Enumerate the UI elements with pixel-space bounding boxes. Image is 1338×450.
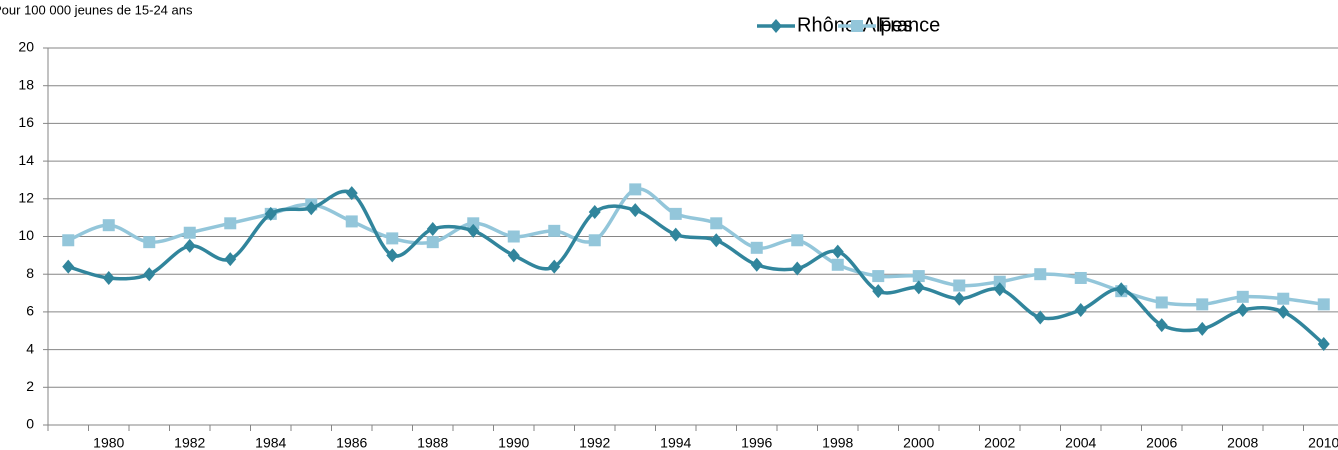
y-tick-label: 0 bbox=[26, 416, 34, 432]
data-point bbox=[1115, 282, 1128, 297]
y-tick-label: 2 bbox=[26, 378, 34, 394]
data-point bbox=[1317, 336, 1330, 351]
y-tick-label: 18 bbox=[18, 76, 34, 92]
y-tick-label: 20 bbox=[18, 39, 34, 55]
data-point bbox=[629, 183, 642, 196]
data-point bbox=[831, 244, 844, 259]
x-tick-label: 1984 bbox=[255, 435, 286, 450]
data-point bbox=[953, 279, 966, 292]
x-tick-label: 2000 bbox=[903, 435, 934, 450]
data-point bbox=[750, 257, 763, 272]
data-point bbox=[1277, 304, 1290, 319]
x-tick-label: 2008 bbox=[1227, 435, 1258, 450]
data-point bbox=[953, 291, 966, 306]
data-point bbox=[264, 206, 277, 221]
data-point bbox=[507, 248, 520, 263]
x-tick-label: 1988 bbox=[417, 435, 448, 450]
data-point bbox=[912, 270, 925, 283]
data-point bbox=[224, 252, 237, 267]
data-point bbox=[993, 275, 1006, 288]
data-point bbox=[710, 233, 723, 248]
data-point bbox=[1155, 318, 1168, 333]
x-tick-label: 2002 bbox=[984, 435, 1015, 450]
data-point bbox=[386, 232, 399, 245]
data-point bbox=[548, 259, 561, 274]
data-point bbox=[791, 261, 804, 276]
x-tick-label: 2010 bbox=[1308, 435, 1338, 450]
data-point bbox=[548, 224, 561, 237]
data-point bbox=[143, 236, 156, 249]
data-point bbox=[912, 280, 925, 295]
data-point bbox=[1236, 290, 1249, 303]
data-point bbox=[1196, 321, 1209, 336]
data-point bbox=[467, 217, 480, 230]
x-tick-label: 1980 bbox=[93, 435, 124, 450]
data-point bbox=[831, 258, 844, 271]
data-point bbox=[750, 241, 763, 254]
data-point bbox=[1034, 310, 1047, 325]
data-point bbox=[224, 217, 237, 230]
x-tick-label: 2006 bbox=[1146, 435, 1177, 450]
x-tick-label: 1982 bbox=[174, 435, 205, 450]
data-point bbox=[993, 282, 1006, 297]
data-point bbox=[588, 204, 601, 219]
data-point bbox=[872, 284, 885, 299]
data-point bbox=[588, 234, 601, 247]
legend-marker bbox=[770, 19, 782, 33]
y-tick-label: 6 bbox=[26, 303, 34, 319]
data-point bbox=[1034, 268, 1047, 281]
data-point bbox=[426, 236, 439, 249]
series-line bbox=[67, 189, 1325, 346]
x-tick-label: 1994 bbox=[660, 435, 691, 450]
data-point bbox=[669, 227, 682, 242]
data-point bbox=[62, 259, 75, 274]
y-axis-label: Pour 100 000 jeunes de 15-24 ans bbox=[0, 2, 193, 17]
data-point bbox=[143, 267, 156, 282]
y-tick-label: 16 bbox=[18, 114, 34, 130]
data-point bbox=[1317, 298, 1330, 311]
data-point bbox=[183, 238, 196, 253]
x-tick-label: 2004 bbox=[1065, 435, 1096, 450]
data-point bbox=[669, 207, 682, 220]
y-tick-label: 14 bbox=[18, 152, 34, 168]
data-point bbox=[1196, 298, 1209, 311]
data-point bbox=[1277, 292, 1290, 305]
data-point bbox=[62, 234, 75, 247]
data-point bbox=[629, 203, 642, 218]
data-point bbox=[1236, 303, 1249, 318]
x-tick-label: 1996 bbox=[741, 435, 772, 450]
x-tick-label: 1986 bbox=[336, 435, 367, 450]
data-point bbox=[345, 215, 358, 228]
data-point bbox=[1074, 303, 1087, 318]
data-point bbox=[426, 221, 439, 236]
data-point bbox=[102, 270, 115, 285]
data-point bbox=[710, 217, 723, 230]
x-tick-label: 1998 bbox=[822, 435, 853, 450]
series-line bbox=[67, 187, 1324, 307]
data-point bbox=[102, 219, 115, 232]
data-point bbox=[507, 230, 520, 243]
data-point bbox=[345, 186, 358, 201]
data-point bbox=[1155, 296, 1168, 309]
data-point bbox=[183, 226, 196, 239]
x-tick-label: 1992 bbox=[579, 435, 610, 450]
y-tick-label: 4 bbox=[26, 340, 34, 356]
x-tick-label: 1990 bbox=[498, 435, 529, 450]
y-tick-label: 12 bbox=[18, 190, 34, 206]
data-point bbox=[1074, 271, 1087, 284]
legend-marker bbox=[851, 20, 863, 32]
data-point bbox=[386, 248, 399, 263]
data-point bbox=[872, 270, 885, 283]
y-tick-label: 8 bbox=[26, 265, 34, 281]
y-tick-label: 10 bbox=[18, 227, 34, 243]
data-point bbox=[305, 201, 318, 216]
legend-label: France bbox=[878, 14, 940, 36]
data-point bbox=[467, 223, 480, 238]
data-point bbox=[791, 234, 804, 247]
